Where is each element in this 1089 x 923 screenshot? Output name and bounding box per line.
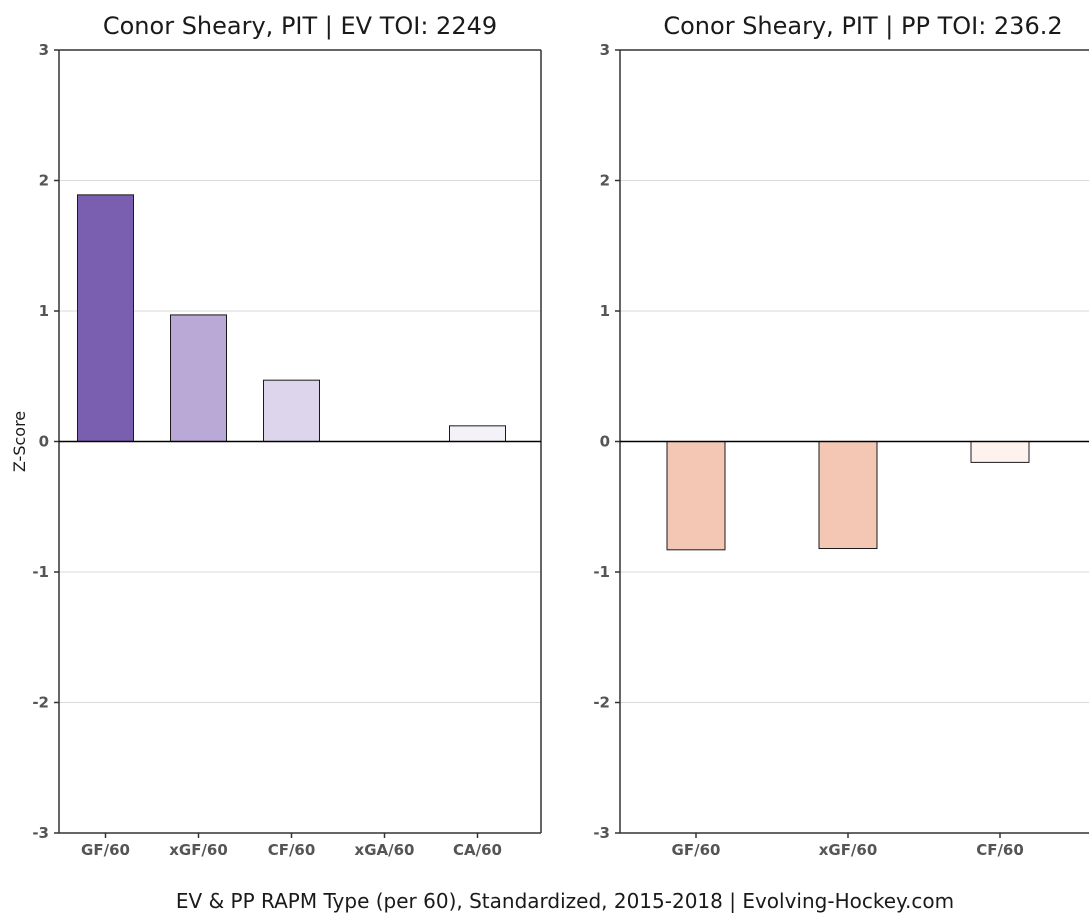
ev-y-tick-label: -3 — [32, 824, 49, 842]
pp-bar-cf-60 — [970, 441, 1030, 463]
ev-y-axis-label: Z-Score — [10, 411, 29, 472]
ev-bar-cf-60 — [263, 379, 320, 443]
pp-x-tick-label: xGF/60 — [819, 841, 878, 859]
pp-y-tick-label: -1 — [593, 563, 610, 581]
ev-x-tick-label: CA/60 — [453, 841, 502, 859]
pp-x-tick-label: GF/60 — [672, 841, 721, 859]
pp-y-tick-label: 2 — [600, 172, 610, 190]
pp-x-tick-label: CF/60 — [976, 841, 1024, 859]
pp-y-tick-label: -2 — [593, 694, 610, 712]
ev-x-tick-label: xGF/60 — [169, 841, 228, 859]
chart-footer-caption: EV & PP RAPM Type (per 60), Standardized… — [176, 889, 954, 913]
ev-y-tick-label: -2 — [32, 694, 49, 712]
ev-bar-ca-60 — [449, 425, 506, 442]
ev-bar-gf-60 — [77, 194, 134, 442]
ev-y-tick-label: 2 — [39, 172, 49, 190]
ev-y-tick-label: -1 — [32, 563, 49, 581]
ev-chart-title: Conor Sheary, PIT | EV TOI: 2249 — [103, 12, 497, 40]
pp-bar-xgf-60 — [818, 441, 878, 550]
ev-x-tick-label: GF/60 — [81, 841, 130, 859]
pp-y-tick-label: -3 — [593, 824, 610, 842]
pp-bar-gf-60 — [666, 441, 726, 551]
ev-y-tick-label: 1 — [39, 302, 49, 320]
ev-x-tick-label: CF/60 — [268, 841, 316, 859]
ev-y-tick-label: 0 — [39, 433, 49, 451]
pp-y-tick-label: 1 — [600, 302, 610, 320]
ev-x-tick-label: xGA/60 — [355, 841, 415, 859]
pp-y-tick-label: 3 — [600, 41, 610, 59]
pp-y-tick-label: 0 — [600, 433, 610, 451]
ev-panel: 3 2 1 0 -1 -2 -3 GF/60 xGF/60 CF/60 xGA/60 CA/60 Con… — [10, 12, 542, 859]
ev-y-tick-label: 3 — [39, 41, 49, 59]
ev-bar-xgf-60 — [170, 314, 227, 443]
pp-chart-title: Conor Sheary, PIT | PP TOI: 236.2 — [663, 12, 1062, 40]
pp-panel: 3 2 1 0 -1 -2 -3 GF/60 xGF/60 CF/60 Conor Sheary, … — [593, 12, 1089, 859]
